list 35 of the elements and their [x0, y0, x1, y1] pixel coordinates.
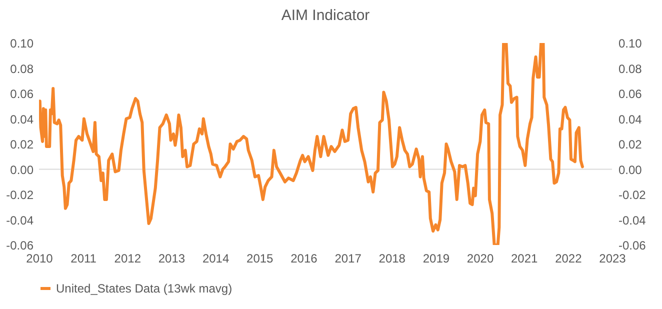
x-tick-label: 2021: [510, 252, 538, 266]
x-tick-label: 2019: [422, 252, 450, 266]
y-tick-label: -0.02: [6, 188, 34, 202]
legend-label: United_States Data (13wk mavg): [56, 282, 232, 296]
x-tick-label: 2022: [555, 252, 582, 266]
y-tick-label: 0.06: [10, 87, 34, 101]
x-tick-label: 2017: [334, 252, 362, 266]
x-tick-label: 2015: [246, 252, 274, 266]
chart-title: AIM Indicator: [281, 7, 370, 24]
y-tick-label: -0.06: [6, 238, 34, 252]
line-series: [39, 43, 584, 245]
x-tick-label: 2018: [378, 252, 406, 266]
y-tick-label: 0.02: [10, 138, 34, 152]
y-tick-label: 0.08: [10, 62, 34, 76]
y-tick-label: 0.00: [10, 162, 34, 177]
x-tick-label: 2011: [70, 252, 97, 266]
y-tick-label: 0.10: [10, 36, 34, 50]
y2-tick-label: 0.08: [618, 62, 642, 76]
y-tick-label: -0.04: [6, 213, 34, 228]
y2-tick-label: 0.10: [618, 36, 642, 50]
x-tick-label: 2013: [158, 252, 186, 266]
y2-tick-label: 0.02: [618, 138, 642, 152]
y-tick-label: 0.04: [10, 112, 34, 126]
x-tick-label: 2016: [290, 252, 318, 266]
y2-tick-label: 0.06: [618, 87, 642, 101]
x-tick-label: 2023: [599, 252, 626, 266]
y2-tick-label: 0.04: [618, 112, 642, 126]
y2-tick-label: -0.06: [618, 238, 646, 252]
y2-tick-label: 0.00: [618, 162, 642, 177]
y2-tick-label: -0.02: [618, 188, 646, 202]
x-tick-label: 2012: [114, 252, 142, 266]
x-tick-label: 2020: [466, 252, 494, 266]
x-tick-label: 2010: [26, 252, 54, 266]
x-tick-label: 2014: [202, 252, 230, 266]
y2-tick-label: -0.04: [618, 213, 646, 228]
